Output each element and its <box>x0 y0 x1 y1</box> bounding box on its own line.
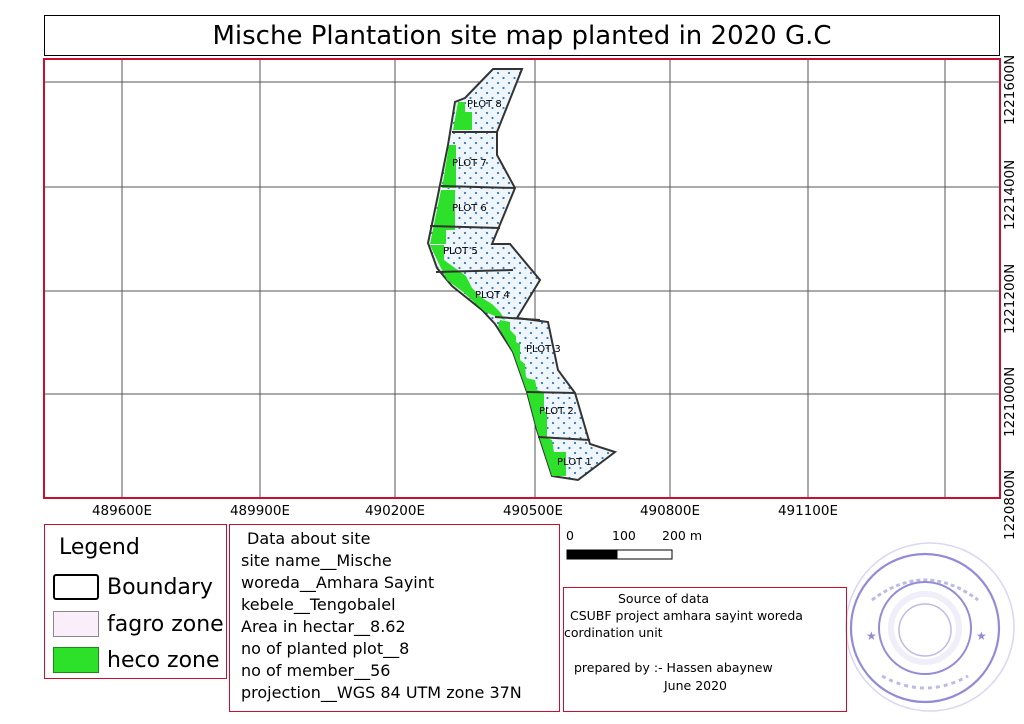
plot-label-3: PLOT 3 <box>526 344 561 355</box>
x-tick-label: 490500E <box>502 503 564 519</box>
heco-swatch <box>53 647 99 673</box>
site-data-line: Area in hectar__8.62 <box>241 617 406 636</box>
site-data-line: kebele__Tengobalel <box>241 595 396 614</box>
legend-title: Legend <box>59 535 140 560</box>
plot-label-6: PLOT 6 <box>452 203 487 214</box>
legend-label: fagro zone <box>107 611 224 637</box>
source-panel: Source of data CSUBF project amhara sayi… <box>563 587 847 712</box>
site-data-line: site name__Mische <box>241 551 392 570</box>
map-title: Mische Plantation site map planted in 20… <box>44 15 1000 56</box>
scale-label: 0 <box>566 528 574 543</box>
y-tick-label: 1221000N <box>1002 366 1018 437</box>
legend-item-fagro: fagro zone <box>53 609 224 639</box>
scale-label: 100 <box>612 528 636 543</box>
prepared-by: prepared by :- Hassen abaynew <box>574 660 773 675</box>
heco-zone <box>430 102 566 476</box>
svg-text:★: ★ <box>866 629 877 643</box>
source-line: cordination unit <box>564 625 663 640</box>
x-tick-label: 491100E <box>777 503 839 519</box>
scale-label: 200 m <box>662 528 703 543</box>
site-data-panel: Data about site site name__Mische woreda… <box>229 524 560 712</box>
legend-item-heco: heco zone <box>53 645 220 675</box>
plot-label-8: PLOT 8 <box>467 99 502 110</box>
x-tick-label: 489600E <box>91 503 153 519</box>
site-data-line: projection__WGS 84 UTM zone 37N <box>241 683 522 702</box>
plot-label-1: PLOT 1 <box>557 457 592 468</box>
boundary-swatch <box>53 574 99 600</box>
site-data-line: woreda__Amhara Sayint <box>241 573 435 592</box>
svg-text:★: ★ <box>976 629 987 643</box>
plot-dividers <box>429 131 591 441</box>
prepared-date: June 2020 <box>664 678 728 693</box>
site-data-line: no of member__56 <box>241 661 391 680</box>
legend-label: heco zone <box>107 647 220 673</box>
x-tick-label: 490200E <box>364 503 426 519</box>
y-tick-label: 1221400N <box>1002 159 1018 230</box>
source-line: CSUBF project amhara sayint woreda <box>570 608 803 623</box>
legend-item-boundary: Boundary <box>53 572 213 602</box>
y-tick-label: 1221600N <box>1002 54 1018 125</box>
plot-label-4: PLOT 4 <box>475 290 510 301</box>
plot-label-5: PLOT 5 <box>443 246 478 257</box>
x-tick-label: 489900E <box>229 503 291 519</box>
source-heading: Source of data <box>618 591 710 606</box>
fagro-swatch <box>53 611 99 637</box>
y-tick-label: 1220800N <box>1002 469 1018 540</box>
legend-panel: Legend Boundary fagro zone heco zone <box>44 524 227 679</box>
legend-label: Boundary <box>107 574 213 600</box>
plot-label-2: PLOT 2 <box>539 406 574 417</box>
site-data-line: no of planted plot__8 <box>241 639 410 658</box>
scale-bar <box>566 549 673 560</box>
site-data-heading: Data about site <box>247 529 371 548</box>
stamp-seal: ★ ★ <box>845 542 1015 712</box>
y-tick-label: 1221200N <box>1002 263 1018 334</box>
plot-label-7: PLOT 7 <box>452 158 487 169</box>
x-tick-label: 490800E <box>639 503 701 519</box>
